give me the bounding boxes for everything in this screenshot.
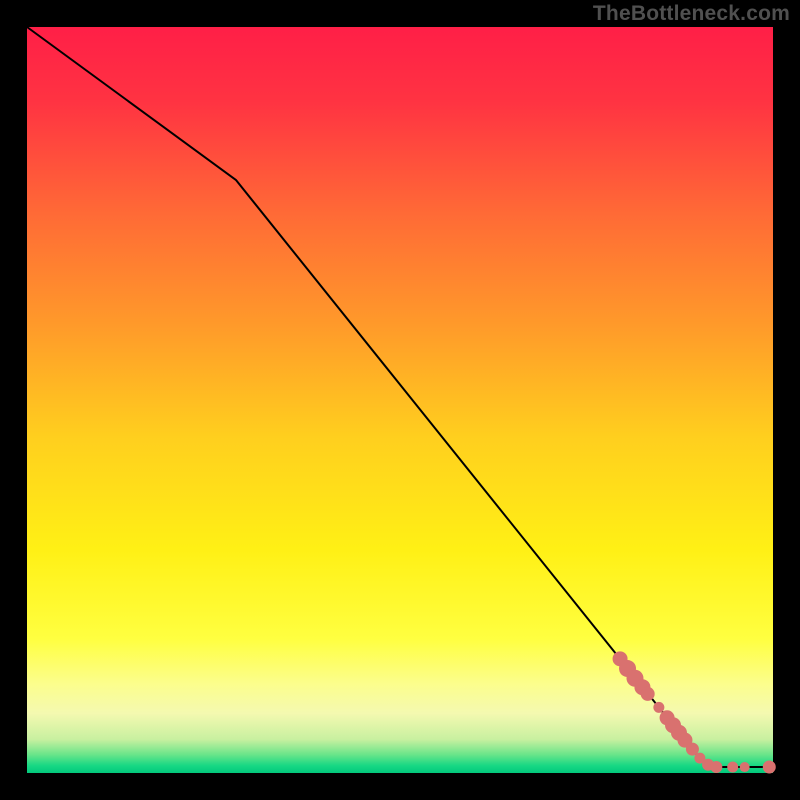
watermark-text: TheBottleneck.com bbox=[593, 2, 790, 26]
data-marker bbox=[727, 762, 738, 773]
data-marker bbox=[710, 761, 722, 773]
data-marker bbox=[740, 762, 750, 772]
chart-canvas: TheBottleneck.com bbox=[0, 0, 800, 800]
data-marker bbox=[641, 687, 655, 701]
gradient-background bbox=[27, 27, 773, 773]
chart-svg bbox=[0, 0, 800, 800]
data-marker bbox=[653, 702, 664, 713]
data-marker bbox=[763, 761, 776, 774]
